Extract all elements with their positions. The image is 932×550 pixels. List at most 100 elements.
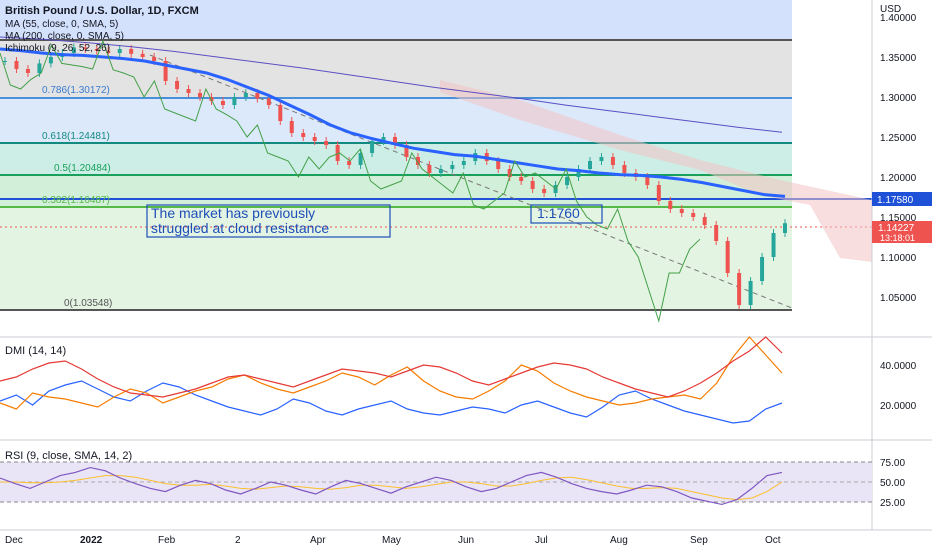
fib-382-label: 0.382(1.16487) <box>42 195 110 206</box>
candle-body <box>198 93 202 97</box>
candle-body <box>220 101 225 105</box>
rsi-line <box>0 466 783 506</box>
candle-body <box>737 273 742 305</box>
candle-body <box>289 121 294 133</box>
candle-body <box>565 177 570 185</box>
candle-body <box>14 61 19 69</box>
dmi-tick-label: 40.0000 <box>880 361 917 372</box>
time-tick-label: May <box>382 535 401 546</box>
candle-body <box>25 69 30 73</box>
candle-body <box>278 105 283 121</box>
price-tick-label: 1.15000 <box>880 213 917 224</box>
candle-body <box>335 145 340 161</box>
candle-body <box>255 93 260 99</box>
dmi-minus-line <box>0 336 783 410</box>
candle-body <box>702 217 707 225</box>
candle-body <box>622 165 627 173</box>
candle-body <box>438 169 443 173</box>
fib-618-label: 0.618(1.24481) <box>42 131 110 142</box>
candle-body <box>324 141 329 145</box>
candle-body <box>129 49 134 54</box>
fib-0-label: 0(1.03548) <box>64 298 112 309</box>
candle-body <box>37 63 42 73</box>
candle-body <box>668 201 673 209</box>
indicator-ma55: MA (55, close, 0, SMA, 5) <box>5 19 118 30</box>
annotation-box <box>146 204 391 238</box>
price-axis[interactable]: USD 1.40000 1.35000 1.30000 1.25000 1.20000 1… <box>872 4 932 509</box>
level-tag: 1.17580 <box>872 192 932 206</box>
candle-body <box>760 257 765 281</box>
candle-body <box>610 157 615 165</box>
candle-body <box>725 241 730 273</box>
candle-body <box>748 281 753 305</box>
dmi-plus-line <box>0 380 783 424</box>
time-tick-label: 2 <box>235 535 241 546</box>
last-price-tag-bg <box>872 221 932 243</box>
candle-body <box>266 98 271 105</box>
rsi-ma-line <box>0 475 783 501</box>
zone-786-618 <box>0 98 792 143</box>
ichimoku-cloud <box>440 80 872 262</box>
price-tick-label: 1.10000 <box>880 253 917 264</box>
fib-lines <box>0 39 872 311</box>
candle-body <box>175 81 180 89</box>
candle-body <box>83 47 88 49</box>
candle-body <box>404 145 409 157</box>
last-price-text: 1.14227 <box>878 223 915 234</box>
candle-body <box>232 97 237 105</box>
candle-body <box>243 93 248 97</box>
level-box-text: 1.1760 <box>537 205 580 221</box>
level-tag-bg <box>872 192 932 206</box>
candle-body <box>783 223 787 233</box>
level-tag-text: 1.17580 <box>877 195 914 206</box>
time-tick-label: Oct <box>765 535 781 546</box>
countdown-text: 13:18:01 <box>880 233 915 243</box>
last-price-tag: 1.14227 13:18:01 <box>872 221 932 243</box>
candle-body <box>94 49 99 51</box>
chart-legend[interactable]: British Pound / U.S. Dollar, 1D, FXCM MA… <box>5 5 199 54</box>
candle-body <box>117 49 122 53</box>
time-tick-label: Sep <box>690 535 708 546</box>
candle-body <box>140 53 145 57</box>
currency-label: USD <box>880 4 901 15</box>
candle-body <box>691 213 696 217</box>
rsi-tick-label: 50.00 <box>880 478 905 489</box>
trend-line <box>149 54 793 309</box>
price-tick-label: 1.40000 <box>880 13 917 24</box>
candle-body <box>347 161 352 165</box>
zone-382-0 <box>0 207 792 310</box>
zone-top-grey <box>0 40 792 98</box>
candle-body <box>679 209 684 213</box>
candle-body <box>507 169 512 177</box>
annotation-line2: struggled at cloud resistance <box>151 220 329 236</box>
rsi-title: RSI (9, close, SMA, 14, 2) <box>5 450 132 462</box>
candle-body <box>152 57 157 61</box>
candle-body <box>312 137 317 141</box>
fib-labels: 0.786(1.30172) 0.618(1.24481) 0.5(1.2048… <box>42 85 112 309</box>
candle-body <box>576 169 581 177</box>
ma55-line <box>0 47 786 198</box>
price-layer <box>0 36 787 323</box>
candle-body <box>427 165 432 173</box>
time-tick-label: Dec <box>5 535 23 546</box>
candle-body <box>415 157 420 165</box>
rsi-layer <box>0 466 783 506</box>
candle-body <box>599 157 604 161</box>
time-axis[interactable]: Dec 2022 Feb 2 Apr May Jun Jul Aug Sep Oct <box>5 535 781 546</box>
time-tick-label: Aug <box>610 535 628 546</box>
symbol-title: British Pound / U.S. Dollar, 1D, FXCM <box>5 5 199 17</box>
candle-body <box>381 137 386 141</box>
candle-body <box>588 161 592 169</box>
candle-body <box>645 177 650 185</box>
time-tick-label: Jun <box>458 535 474 546</box>
candle-body <box>106 50 111 53</box>
candle-body <box>530 181 535 189</box>
candle-body <box>656 185 661 201</box>
annotation[interactable]: The market has previously struggled at c… <box>146 204 603 238</box>
dmi-title: DMI (14, 14) <box>5 345 66 357</box>
price-tick-label: 1.05000 <box>880 293 917 304</box>
indicator-ma200: MA (200, close, 0, SMA, 5) <box>5 31 124 42</box>
fib-786-label: 0.786(1.30172) <box>42 85 110 96</box>
price-tick-label: 1.35000 <box>880 53 917 64</box>
